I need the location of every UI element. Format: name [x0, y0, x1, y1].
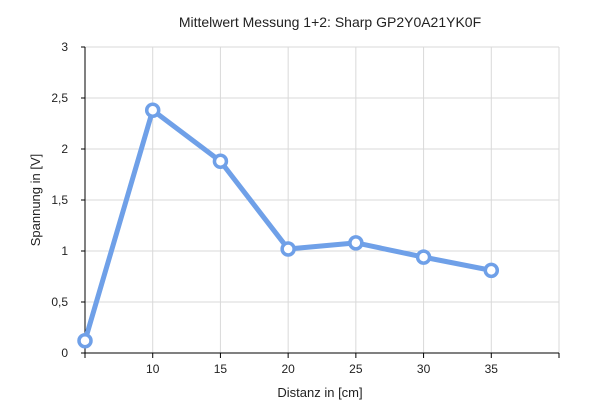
x-tick-label: 10: [146, 362, 160, 376]
y-tick-label: 2,5: [51, 91, 68, 105]
x-tick-label: 15: [214, 362, 228, 376]
x-tick-label: 35: [485, 362, 499, 376]
data-point: [77, 333, 93, 349]
grid: [84, 46, 560, 354]
y-tick-label: 3: [61, 40, 68, 54]
data-point: [483, 262, 500, 279]
data-point: [348, 235, 364, 251]
series-layer: [77, 102, 500, 349]
data-point: [144, 102, 161, 118]
y-tick-label: 1,5: [51, 193, 68, 207]
y-tick-label: 2: [61, 142, 68, 156]
y-axis-label: Spannung in [V]: [28, 154, 43, 247]
chart-title: Mittelwert Messung 1+2: Sharp GP2Y0A21YK…: [179, 14, 481, 30]
data-point: [280, 241, 296, 257]
x-axis-label: Distanz in [cm]: [277, 385, 362, 400]
y-tick-label: 1: [61, 244, 68, 258]
y-tick-label: 0: [61, 346, 68, 360]
x-tick-label: 25: [349, 362, 363, 376]
y-tick-label: 0,5: [51, 295, 68, 309]
data-point: [415, 249, 432, 265]
x-tick-label: 20: [281, 362, 295, 376]
ticks: 0 0,5 1 1,5 2 2,5 3 10 15 20 25 30 35: [51, 40, 560, 376]
x-tick-label: 30: [417, 362, 431, 376]
data-point: [212, 153, 229, 169]
